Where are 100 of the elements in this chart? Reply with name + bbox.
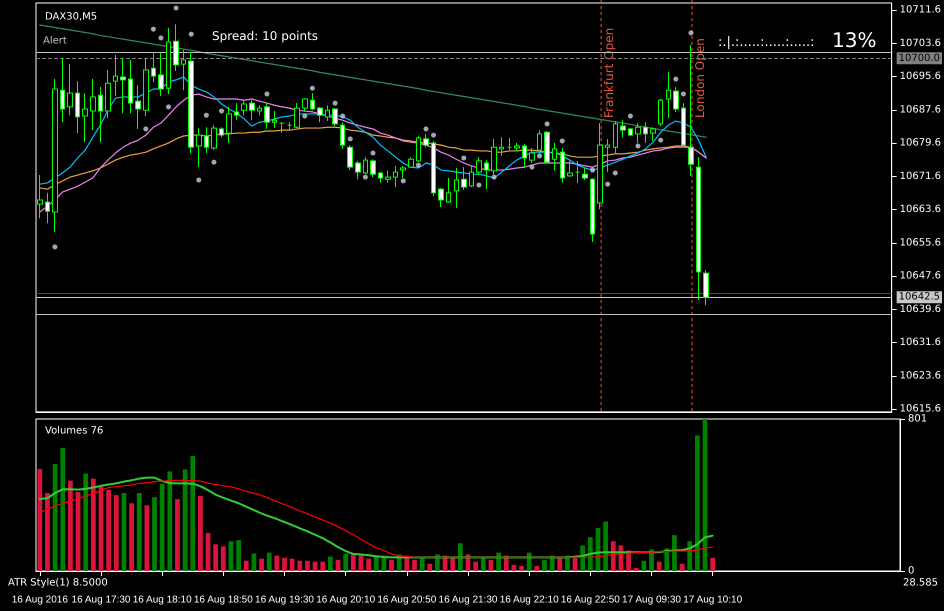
point bbox=[370, 150, 376, 156]
bar bbox=[259, 558, 264, 571]
bar bbox=[76, 492, 80, 571]
bar bbox=[213, 544, 218, 571]
point bbox=[264, 92, 270, 97]
bar bbox=[572, 558, 578, 571]
candlestick bbox=[507, 138, 512, 151]
candlestick bbox=[423, 133, 429, 148]
point bbox=[211, 160, 216, 165]
candlestick bbox=[98, 86, 103, 143]
candlestick bbox=[241, 100, 247, 116]
point bbox=[590, 168, 596, 173]
candlestick bbox=[355, 160, 361, 180]
candlestick bbox=[499, 136, 504, 156]
point bbox=[150, 26, 156, 32]
bar bbox=[290, 558, 295, 571]
candlestick bbox=[681, 102, 686, 148]
candlestick bbox=[582, 167, 588, 181]
bar bbox=[672, 535, 677, 571]
bar bbox=[305, 560, 310, 571]
point bbox=[680, 92, 686, 97]
candlestick bbox=[90, 78, 96, 131]
candlestick bbox=[211, 124, 217, 151]
candlestick bbox=[166, 27, 171, 95]
point bbox=[431, 132, 436, 138]
candlestick bbox=[135, 84, 141, 130]
x-tick-label: 17 Aug 09:30 bbox=[622, 594, 682, 606]
point bbox=[560, 138, 565, 144]
candlestick bbox=[302, 98, 308, 112]
y-tick-label: 10639.6 bbox=[900, 304, 942, 315]
candlestick bbox=[491, 138, 497, 178]
bar bbox=[641, 560, 646, 571]
candlestick bbox=[82, 92, 88, 143]
candlestick bbox=[514, 142, 520, 152]
text: Volumes 76 bbox=[45, 426, 104, 436]
bar bbox=[266, 552, 272, 571]
bar bbox=[488, 560, 494, 571]
bar bbox=[160, 484, 165, 571]
candlestick bbox=[105, 69, 111, 119]
point bbox=[476, 182, 482, 188]
point bbox=[628, 114, 633, 119]
point bbox=[362, 174, 368, 180]
bar bbox=[710, 558, 716, 571]
bar bbox=[190, 456, 196, 571]
candlestick bbox=[332, 108, 338, 127]
y-tick-label: 10695.6 bbox=[900, 71, 942, 82]
candlestick bbox=[37, 174, 43, 219]
bar bbox=[244, 560, 249, 571]
candlestick bbox=[431, 140, 436, 197]
bar bbox=[114, 495, 119, 571]
candlestick bbox=[385, 170, 391, 184]
candlestick bbox=[393, 165, 398, 188]
point bbox=[188, 32, 194, 37]
text: 13% bbox=[832, 28, 876, 52]
bar bbox=[198, 496, 203, 571]
candlestick bbox=[158, 52, 164, 97]
bar bbox=[412, 560, 417, 571]
candlestick bbox=[272, 110, 277, 129]
candlestick bbox=[567, 160, 573, 178]
x-tick-label: 16 Aug 20:10 bbox=[316, 594, 376, 606]
bar bbox=[182, 469, 188, 571]
bar bbox=[512, 564, 516, 571]
point bbox=[310, 86, 315, 91]
candlestick bbox=[560, 148, 565, 184]
candlestick bbox=[673, 86, 679, 112]
y-tick-label: 10663.6 bbox=[900, 204, 942, 216]
x-tick-label: 16 Aug 18:50 bbox=[194, 594, 254, 606]
bar bbox=[389, 560, 394, 571]
candlestick bbox=[522, 143, 527, 168]
y-tick-label: 10671.6 bbox=[900, 170, 942, 182]
candlestick bbox=[454, 167, 459, 208]
bar bbox=[366, 558, 371, 571]
point bbox=[174, 5, 179, 10]
point bbox=[166, 104, 172, 110]
bar bbox=[328, 556, 333, 571]
point bbox=[400, 178, 406, 184]
y-tick-label: 10647.6 bbox=[900, 270, 942, 282]
candlestick bbox=[552, 142, 557, 172]
text: ATR Style(1) 8.5000 bbox=[8, 578, 108, 588]
bar bbox=[252, 554, 256, 571]
bar bbox=[220, 546, 226, 571]
candlestick bbox=[310, 92, 315, 111]
bar bbox=[336, 560, 340, 571]
point bbox=[635, 143, 640, 148]
point bbox=[332, 100, 338, 106]
candlestick bbox=[234, 102, 239, 121]
candlestick bbox=[688, 44, 694, 176]
candlestick bbox=[628, 128, 633, 136]
bar bbox=[98, 486, 104, 571]
x-tick-label: 16 Aug 19:30 bbox=[255, 594, 314, 606]
text: :.|.:.....:.....:.....: bbox=[718, 35, 815, 50]
bar bbox=[52, 464, 58, 571]
candlestick bbox=[143, 58, 149, 117]
point bbox=[302, 114, 308, 119]
bar bbox=[83, 473, 88, 571]
bar bbox=[90, 478, 96, 571]
bar bbox=[656, 562, 662, 571]
x-tick-label: 16 Aug 21:30 bbox=[438, 594, 498, 606]
candlestick bbox=[590, 177, 595, 242]
candlestick bbox=[45, 192, 50, 224]
